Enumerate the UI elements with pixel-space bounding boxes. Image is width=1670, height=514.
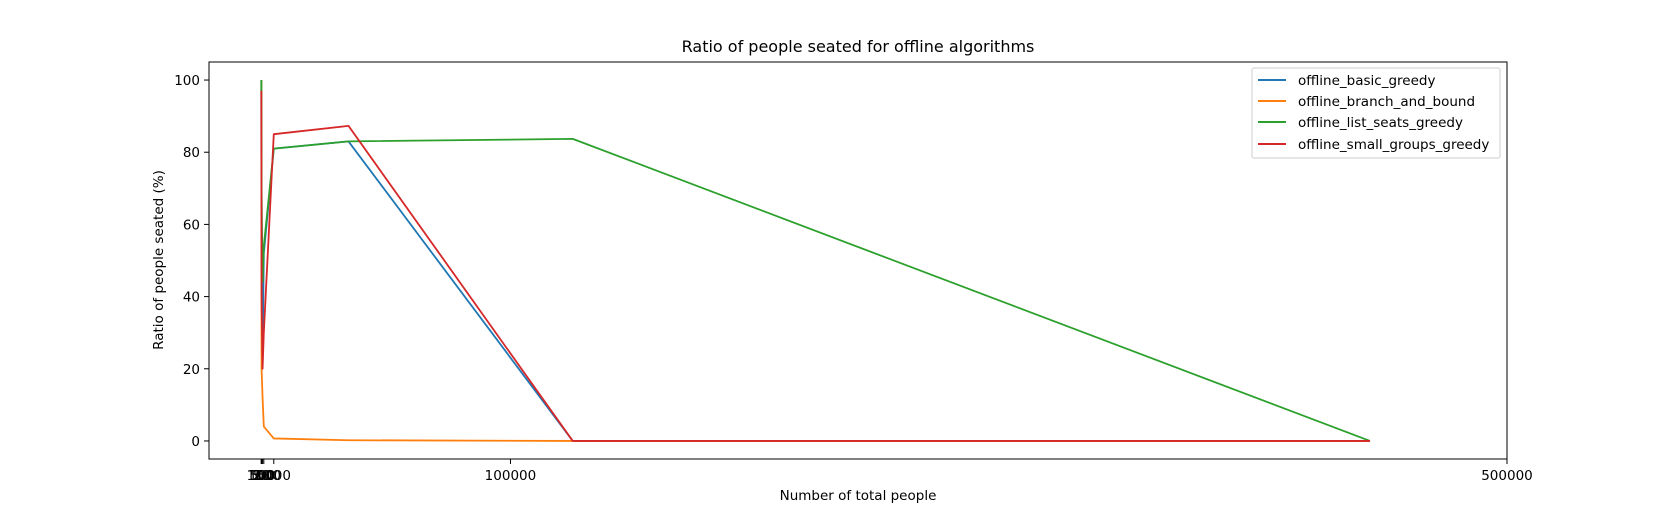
x-tick-label: 500000 (1481, 468, 1533, 484)
legend-label-offline-branch-and-bound: offline_branch_and_bound (1298, 94, 1475, 110)
legend-label-offline-list-seats-greedy: offline_list_seats_greedy (1298, 115, 1463, 131)
y-tick-label: 100 (174, 73, 200, 89)
y-tick-label: 0 (191, 434, 200, 450)
legend: offline_basic_greedy offline_branch_and_… (1251, 67, 1501, 159)
y-tick-label: 80 (183, 145, 200, 161)
y-tick-label: 40 (183, 290, 200, 306)
y-tick-label: 60 (183, 217, 200, 233)
legend-label-offline-small-groups-greedy: offline_small_groups_greedy (1298, 137, 1489, 153)
x-tick-label: 0 (257, 468, 266, 484)
x-tick-label: 10 (253, 468, 270, 484)
legend-frame (1251, 67, 1501, 159)
x-tick-label: 100 (249, 468, 275, 484)
legend-label-offline-basic-greedy: offline_basic_greedy (1298, 73, 1435, 89)
x-axis-label: Number of total people (780, 488, 937, 504)
series-line-offline-small-groups-greedy (260, 90, 1370, 442)
y-axis-ticks: 0 20 40 60 80 100 (174, 73, 209, 450)
x-tick-label: 20 (253, 468, 270, 484)
chart-title: Ratio of people seated for offline algor… (682, 37, 1035, 56)
y-tick-label: 20 (183, 362, 200, 378)
x-tick-label: 1000 (247, 468, 281, 484)
x-tick-label: 100000 (485, 468, 537, 484)
plot-area (208, 61, 1508, 460)
y-axis-label: Ratio of people seated (%) (151, 170, 167, 350)
axes-frame (208, 61, 1508, 460)
x-tick-label: 500 (250, 468, 276, 484)
x-tick-label: 5000 (257, 468, 291, 484)
x-tick-label: 50 (253, 468, 270, 484)
series-layer (260, 80, 1371, 442)
